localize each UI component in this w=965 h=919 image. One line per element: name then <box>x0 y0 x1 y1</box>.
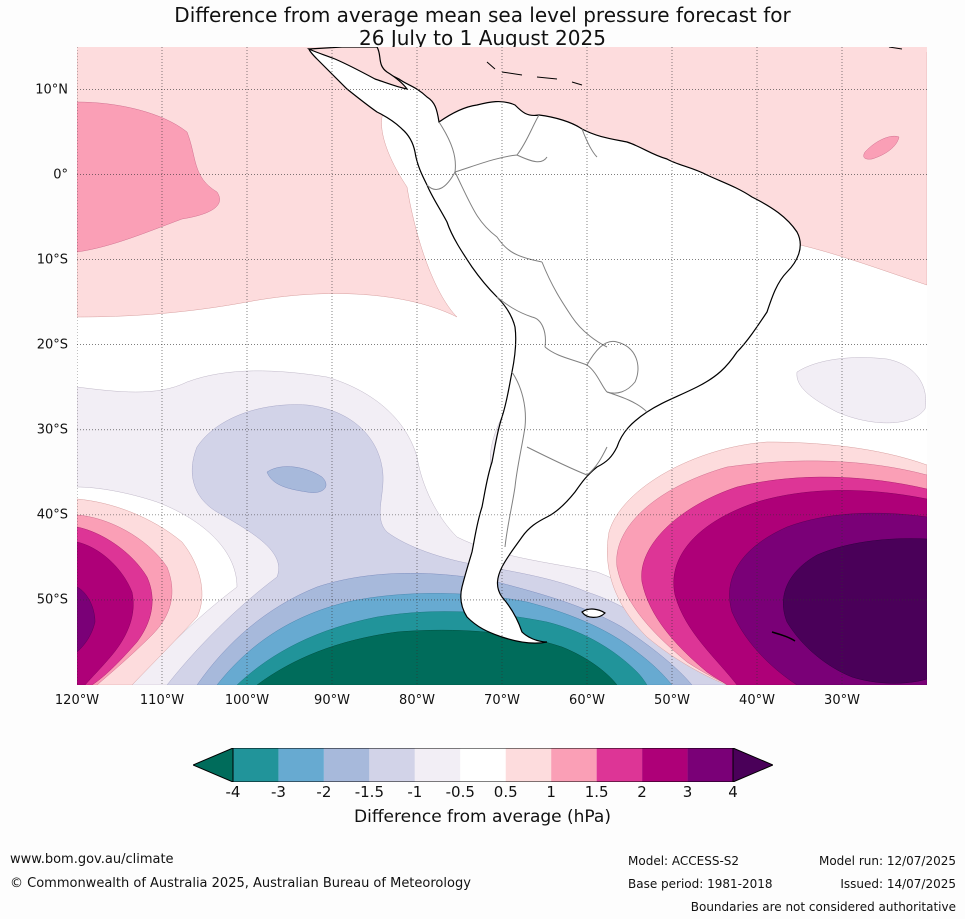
positive-anomaly-sw-2 <box>77 541 134 685</box>
latitude-label: 50°S <box>36 592 68 608</box>
colorbar <box>193 748 773 782</box>
positive-anomaly-se-4 <box>783 538 927 684</box>
positive-anomaly-sw-3 <box>77 586 96 653</box>
colorbar-tick-label: -1 <box>407 783 423 801</box>
footer-website: www.bom.gov.au/climate <box>10 852 174 867</box>
colorbar-segment <box>596 748 643 782</box>
longitude-label: 90°W <box>314 693 350 708</box>
colorbar-extend-high <box>732 748 773 782</box>
latitude-label: 0° <box>53 167 68 183</box>
longitude-label: 80°W <box>399 693 435 708</box>
colorbar-tick-label: -2 <box>316 783 332 801</box>
pressure-anomaly-map <box>77 47 927 685</box>
longitude-label: 50°W <box>654 693 690 708</box>
latitude-label: 30°S <box>36 422 68 438</box>
colorbar-segment <box>414 748 461 782</box>
caribbean-islands <box>486 47 903 86</box>
colorbar-segment <box>369 748 415 782</box>
footer-base-period: Base period: 1981-2018 <box>628 877 773 891</box>
latitude-label: 40°S <box>36 507 68 523</box>
footer-issued: Issued: 14/07/2025 <box>840 877 956 891</box>
longitude-label: 70°W <box>484 693 520 708</box>
colorbar-segment <box>687 748 733 782</box>
footer-disclaimer: Boundaries are not considered authoritat… <box>690 900 956 914</box>
longitude-label: 120°W <box>54 693 100 708</box>
colorbar-tick-label: 4 <box>728 783 738 801</box>
colorbar-outline <box>232 748 734 782</box>
title-line-2: 26 July to 1 August 2025 <box>359 26 606 50</box>
map-title: Difference from average mean sea level p… <box>0 4 965 50</box>
central-america-land <box>306 47 409 90</box>
country-borders <box>426 114 648 548</box>
longitude-label: 110°W <box>139 693 185 708</box>
south-georgia <box>771 631 796 642</box>
colorbar-label: Difference from average (hPa) <box>354 807 611 827</box>
longitude-label: 100°W <box>224 693 270 708</box>
positive-anomaly-1-atlantic <box>863 136 900 160</box>
colorbar-extend-low <box>193 748 234 782</box>
colorbar-tick-label: -4 <box>225 783 241 801</box>
colorbar-segments <box>233 748 733 782</box>
colorbar-segment <box>505 748 552 782</box>
longitude-label: 40°W <box>739 693 775 708</box>
colorbar-segment <box>233 748 279 782</box>
colorbar-segment <box>323 748 370 782</box>
colorbar-tick-label: -3 <box>270 783 286 801</box>
colorbar-segment <box>278 748 324 782</box>
colorbar-tick-label: 1 <box>546 783 556 801</box>
negative-anomaly-0.5-atlantic <box>796 357 926 424</box>
colorbar-tick-label: 1.5 <box>584 783 609 801</box>
positive-anomaly-top <box>77 47 927 52</box>
colorbar-segment <box>642 748 688 782</box>
latitude-label: 20°S <box>36 337 68 353</box>
map-gridlines <box>77 47 927 685</box>
south-america-land <box>308 48 801 644</box>
colorbar-segment <box>551 748 597 782</box>
footer-model-run: Model run: 12/07/2025 <box>818 854 956 868</box>
longitude-label: 60°W <box>569 693 605 708</box>
footer-copyright: © Commonwealth of Australia 2025, Austra… <box>10 876 471 891</box>
colorbar-tick-label: 0.5 <box>493 783 518 801</box>
negative-anomaly-4 <box>256 629 618 685</box>
title-line-1: Difference from average mean sea level p… <box>174 3 791 27</box>
colorbar-tick-label: 3 <box>682 783 693 801</box>
colorbar-tick-label: -0.5 <box>445 783 475 801</box>
colorbar-segment <box>460 748 506 782</box>
footer-model: Model: ACCESS-S2 <box>628 854 740 868</box>
colorbar-tick-label: -1.5 <box>354 783 384 801</box>
latitude-label: 10°N <box>35 82 68 98</box>
latitude-label: 10°S <box>36 252 68 268</box>
colorbar-tick-label: 2 <box>637 783 647 801</box>
falkland-islands <box>581 608 606 618</box>
longitude-label: 30°W <box>824 693 860 708</box>
positive-anomaly-1-west <box>77 101 220 253</box>
